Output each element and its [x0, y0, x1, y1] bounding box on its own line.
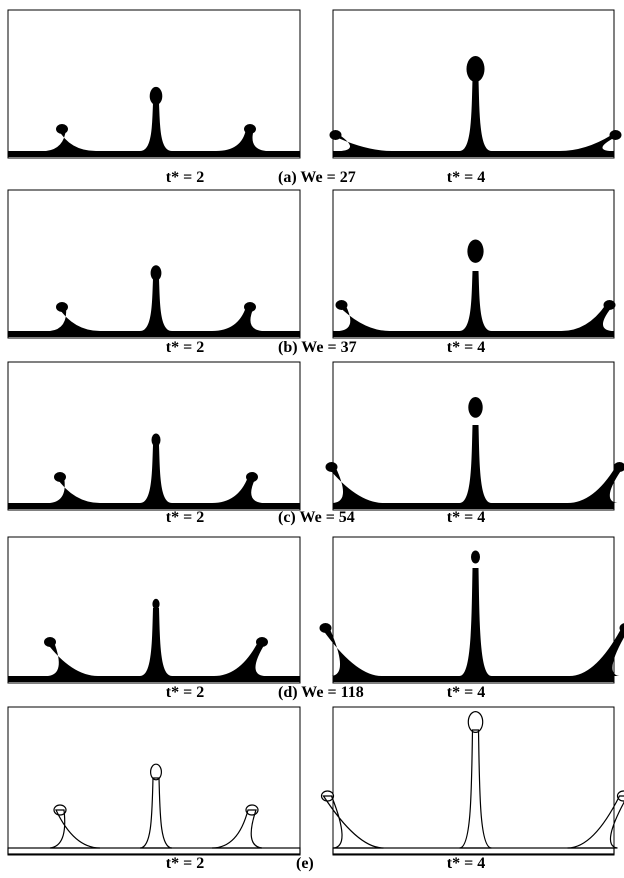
- crown-rim: [53, 804, 67, 816]
- crown-rim: [54, 472, 66, 482]
- film: [333, 503, 614, 509]
- panel-frame: [7, 706, 301, 856]
- crown: [569, 628, 624, 676]
- jet: [140, 608, 172, 676]
- jet: [459, 271, 492, 331]
- jet: [459, 729, 492, 849]
- time-label: t* = 2: [166, 339, 204, 356]
- film: [333, 151, 614, 157]
- crown: [567, 467, 624, 503]
- crown: [214, 642, 266, 676]
- film: [8, 331, 300, 337]
- film: [333, 676, 614, 682]
- crown-rim: [603, 300, 616, 310]
- panel-caption: (d) We = 118: [278, 684, 364, 701]
- crown: [46, 129, 96, 151]
- film: [333, 331, 614, 337]
- crown: [561, 305, 614, 331]
- jet: [459, 568, 492, 676]
- jet: [459, 79, 492, 151]
- jet: [459, 425, 492, 503]
- panel-caption: (e): [296, 855, 314, 872]
- droplet-shape: [8, 598, 300, 682]
- drop: [151, 433, 161, 447]
- time-label: t* = 4: [447, 339, 485, 356]
- drop: [468, 397, 483, 418]
- time-label: t* = 2: [166, 169, 204, 186]
- panel-frame: [332, 706, 615, 856]
- time-label: t* = 2: [166, 684, 204, 701]
- crown: [50, 477, 100, 503]
- drop: [471, 550, 480, 564]
- crown-rim: [325, 462, 338, 472]
- time-label: t* = 2: [166, 855, 204, 872]
- film: [8, 676, 300, 682]
- drop: [467, 239, 484, 263]
- crown-rim: [56, 124, 68, 134]
- drop: [152, 598, 160, 610]
- droplet-shape: [320, 710, 624, 855]
- panel-caption: (a) We = 27: [278, 169, 356, 186]
- crown-rim: [335, 300, 348, 310]
- droplet-shape: [329, 56, 622, 157]
- droplet-shape: [325, 397, 624, 509]
- crown-rim: [244, 302, 256, 312]
- crown: [216, 129, 266, 151]
- crown-rim: [56, 302, 68, 312]
- crown: [46, 642, 98, 676]
- droplet-shape: [7, 763, 301, 855]
- droplet-shape: [8, 433, 300, 509]
- droplet-shape: [333, 239, 616, 337]
- crown-rim: [320, 790, 335, 802]
- drop: [149, 86, 163, 106]
- time-label: t* = 4: [447, 509, 485, 526]
- droplet-shape: [319, 550, 624, 682]
- crown: [212, 307, 262, 331]
- crown-rim: [613, 462, 624, 472]
- drop: [150, 265, 162, 281]
- time-label: t* = 2: [166, 509, 204, 526]
- crown-rim: [245, 804, 259, 816]
- crown: [212, 477, 262, 503]
- crown-rim: [619, 623, 624, 633]
- crown-rim: [244, 124, 256, 134]
- time-label: t* = 4: [447, 169, 485, 186]
- panel-caption: (c) We = 54: [278, 509, 355, 526]
- crown: [321, 628, 382, 676]
- crown: [337, 305, 390, 331]
- crown: [322, 795, 384, 849]
- crown-rim: [44, 637, 56, 647]
- crown-rim: [256, 637, 268, 647]
- crown-rim: [609, 130, 622, 140]
- drop: [467, 710, 484, 733]
- crown-rim: [319, 623, 332, 633]
- drop: [150, 763, 163, 781]
- crown: [49, 809, 101, 849]
- drop: [466, 56, 485, 82]
- crown: [567, 795, 624, 849]
- film: [8, 503, 300, 509]
- droplet-shape: [8, 265, 300, 337]
- crown: [50, 307, 100, 331]
- film: [8, 151, 300, 157]
- crown: [211, 809, 263, 849]
- time-label: t* = 4: [447, 855, 485, 872]
- jet: [140, 445, 172, 503]
- droplet-shape: [8, 86, 300, 157]
- jet: [140, 103, 172, 151]
- time-label: t* = 4: [447, 684, 485, 701]
- jet: [140, 279, 172, 331]
- panel-caption: (b) We = 37: [278, 339, 357, 356]
- crown-rim: [329, 130, 342, 140]
- crown-rim: [246, 472, 258, 482]
